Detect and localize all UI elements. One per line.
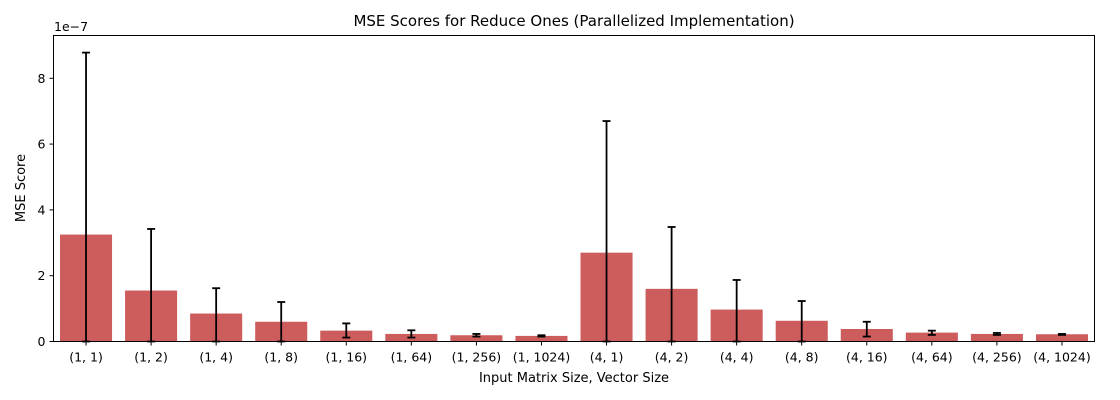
x-tick-label: (1, 4) [199, 350, 233, 365]
y-axis: 0 2 4 6 8 [38, 71, 54, 349]
y-scale-label: 1e−7 [54, 19, 88, 34]
x-tick-label: (4, 2) [655, 350, 689, 365]
x-tick-label: (1, 16) [326, 350, 368, 365]
x-tick-label: (1, 1024) [513, 350, 570, 365]
y-tick-label: 8 [38, 71, 46, 86]
x-tick-label: (4, 256) [972, 350, 1022, 365]
y-tick-label: 6 [38, 137, 46, 152]
x-tick-label: (1, 8) [264, 350, 298, 365]
x-tick-label: (1, 1) [69, 350, 103, 365]
bar [515, 335, 568, 342]
bar [450, 335, 503, 342]
x-tick-label: (1, 2) [134, 350, 168, 365]
x-tick-label: (4, 64) [911, 350, 953, 365]
plot-area [53, 35, 1095, 342]
chart-title: MSE Scores for Reduce Ones (Parallelized… [353, 12, 794, 30]
x-tick-label: (4, 4) [720, 350, 754, 365]
x-axis-label: Input Matrix Size, Vector Size [479, 371, 669, 386]
x-tick-label: (4, 1) [590, 350, 624, 365]
x-tick-label: (1, 256) [452, 350, 502, 365]
x-axis: (1, 1) (1, 2) (1, 4) (1, 8) (1, 16) (1, 64) (1… [69, 341, 1091, 365]
y-axis-label: MSE Score [14, 154, 29, 222]
y-tick-label: 2 [38, 268, 46, 283]
y-tick-label: 4 [38, 202, 46, 217]
y-tick-label: 0 [38, 334, 46, 349]
bar [970, 333, 1023, 342]
errorbars-layer [82, 51, 1066, 343]
x-tick-label: (4, 1024) [1033, 350, 1090, 365]
bar [1035, 334, 1088, 342]
x-tick-label: (1, 64) [391, 350, 433, 365]
x-tick-label: (4, 16) [846, 350, 888, 365]
x-tick-label: (4, 8) [785, 350, 819, 365]
bar [905, 332, 958, 342]
